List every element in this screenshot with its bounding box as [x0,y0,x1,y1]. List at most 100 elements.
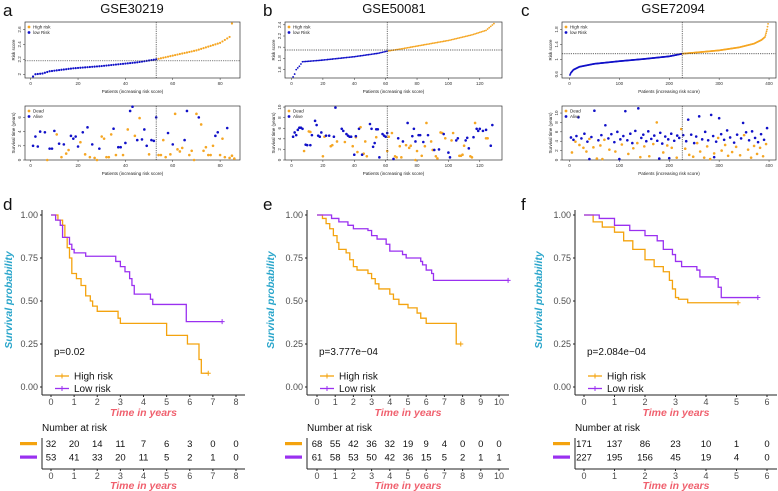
risk-score-point [486,28,489,30]
risk-score-point [477,31,480,34]
y-tick-label: 2 [554,149,559,152]
alive-patient-point [432,148,436,152]
alive-patient-point [128,109,132,113]
risk-score-point [121,62,125,65]
risk-score-point [67,67,70,70]
legend-marker-survival [287,109,291,113]
risk-score-point [74,67,77,70]
risk-score-point [464,35,467,38]
alive-patient-point [626,138,629,142]
x-tick-label: 20 [76,163,82,168]
alive-patient-point [475,127,478,131]
y-tick-label: 1.00 [20,210,38,220]
alive-patient-point [711,134,715,138]
risk-table-cell: 4 [442,439,447,450]
legend-label-survival: Dead [293,109,304,114]
dead-patient-point [730,150,734,154]
legend-label-survival: Dead [33,109,44,114]
risk-score-point [105,64,108,67]
x-tick-label: 6 [764,397,769,407]
risk-score-point [420,44,423,47]
alive-patient-point [624,109,627,113]
x-tick-label: 200 [665,163,673,168]
alive-patient-point [669,132,673,136]
alive-patient-point [583,132,586,136]
y-axis-label: Risk score [11,39,16,61]
risk-score-point [433,42,436,44]
dead-patient-point [599,144,602,147]
risk-score-point [192,49,196,52]
alive-patient-point [309,143,312,147]
alive-patient-point [672,139,676,143]
dead-patient-point [121,153,125,157]
dead-patient-point [443,136,447,140]
x-tick-label: 40 [352,81,358,86]
alive-patient-point [401,140,405,143]
risk-score-point [88,65,91,69]
risk-score-point [406,46,409,49]
risk-table-color-bar-low-risk [285,455,302,459]
risk-score-point [81,66,84,69]
alive-patient-point [728,136,732,139]
risk-score-point [100,64,103,68]
dead-patient-point [636,141,639,145]
dead-patient-point [642,145,646,148]
risk-table-cell: 4 [734,453,739,464]
alive-patient-point [697,115,701,118]
risk-score-point [489,25,492,28]
dead-patient-point [192,158,196,162]
risk-table-x-tick-label: 5 [734,471,739,481]
alive-patient-point [652,134,656,137]
risk-score-point [176,53,179,56]
risk-score-point [307,60,310,63]
alive-patient-point [112,127,115,131]
risk-table-x-tick-label: 1 [72,471,77,481]
risk-table-cell: 50 [366,453,377,464]
alive-patient-point [588,157,591,161]
y-tick-label: 4 [554,139,559,142]
dead-patient-point [698,150,702,153]
risk-score-point [202,47,205,50]
legend-marker-survival [564,109,568,113]
dead-patient-point [470,156,474,159]
x-tick-label: 0 [290,81,293,86]
alive-patient-point [491,123,494,127]
risk-score-point [114,63,118,66]
alive-patient-point [357,127,361,131]
alive-patient-point [135,138,139,142]
legend-label-survival: Alive [293,114,303,119]
dead-patient-point [138,116,141,120]
risk-score-point [112,63,115,66]
risk-table-color-bar-high-risk [553,442,570,446]
panel-letter-d: d [3,195,12,214]
dead-patient-point [752,144,756,148]
alive-patient-point [50,147,54,150]
alive-patient-point [600,133,603,137]
risk-score-point [76,66,80,70]
dead-patient-point [309,130,312,134]
risk-table-cell: 45 [670,453,681,464]
risk-score-point [183,51,186,55]
dead-patient-point [764,142,768,146]
risk-table-cell: 15 [421,453,432,464]
risk-score-point [219,41,222,45]
risk-score-point [84,66,87,69]
dead-patient-point [415,149,419,153]
risk-score-point [442,40,445,43]
y-tick-label: 1 [554,58,559,61]
alive-patient-point [294,133,298,137]
risk-table-cell: 1 [210,453,215,464]
alive-patient-point [644,139,648,143]
dead-patient-point [632,146,635,150]
risk-score-point [445,39,448,42]
risk-score-point [39,72,42,75]
alive-patient-point [703,130,707,134]
risk-table-cell: 0 [233,439,238,450]
risk-score-point [478,31,481,34]
x-tick-label: 80 [415,81,421,86]
plot-frame-survival [561,105,777,161]
dead-patient-point [343,140,347,144]
alive-patient-point [684,139,688,143]
risk-score-point [91,65,94,68]
risk-table-color-bar-high-risk [20,442,37,446]
